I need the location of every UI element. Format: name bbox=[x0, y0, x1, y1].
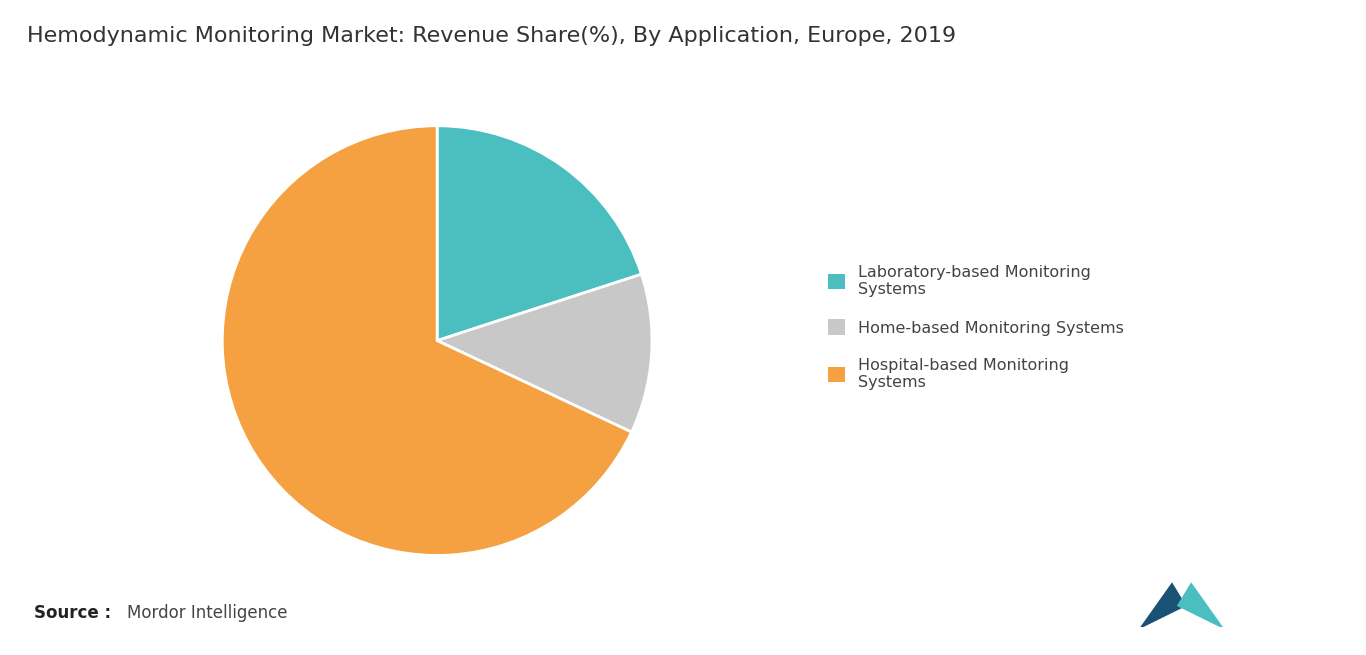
Polygon shape bbox=[1139, 582, 1186, 629]
Text: Hemodynamic Monitoring Market: Revenue Share(%), By Application, Europe, 2019: Hemodynamic Monitoring Market: Revenue S… bbox=[27, 26, 956, 47]
Wedge shape bbox=[223, 126, 631, 555]
Polygon shape bbox=[1177, 582, 1224, 629]
Polygon shape bbox=[1134, 626, 1229, 635]
Text: Source :: Source : bbox=[34, 605, 111, 622]
Legend: Laboratory-based Monitoring
Systems, Home-based Monitoring Systems, Hospital-bas: Laboratory-based Monitoring Systems, Hom… bbox=[828, 265, 1124, 390]
Wedge shape bbox=[437, 126, 642, 341]
Text: Mordor Intelligence: Mordor Intelligence bbox=[127, 605, 287, 622]
Wedge shape bbox=[437, 274, 652, 432]
